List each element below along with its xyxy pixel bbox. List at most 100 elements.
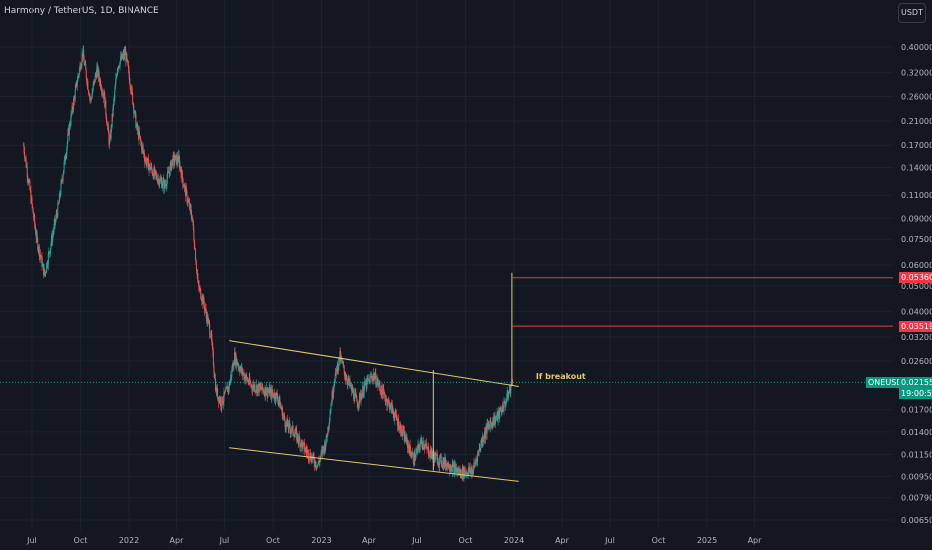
candle-body [344,376,346,378]
candle-body [292,425,294,434]
candle-body [420,438,422,441]
candle-body [229,383,231,385]
candle-body [495,418,497,424]
price-tick-label: 0.01150 [901,450,932,459]
candle-body [164,184,166,186]
candle-body [262,388,264,390]
candle-body [326,435,328,437]
candle-body [391,405,393,413]
candle-body [372,376,374,381]
candle-body [214,378,216,380]
candle-body [492,417,494,427]
candle-body [437,455,439,465]
time-tick-label: 2025 [697,536,717,545]
candle-body [25,158,27,168]
candle-body [300,443,302,447]
candle-body [462,466,464,478]
candle-body [421,440,423,444]
candle-body [312,453,314,457]
candle-body [241,368,243,375]
candle-body [126,53,128,60]
candle-body [150,168,152,170]
candle-body [24,157,26,159]
candle-body [148,166,150,171]
candle-body [114,84,116,90]
candle-body [233,364,235,367]
candle-body [315,460,317,467]
candle-body [238,366,240,370]
time-tick-label: Jul [604,536,615,545]
candle-body [53,230,55,234]
candle-body [98,77,100,83]
candle-body [384,393,386,398]
candle-body [295,429,297,431]
candle-body [459,470,461,475]
candle-body [262,389,264,393]
candle-body [264,392,266,396]
candle-body [404,434,406,441]
candle-body [351,387,353,391]
candle-body [197,278,199,283]
candle-body [337,363,339,371]
candle-body [126,59,128,61]
candle-body [266,387,268,397]
candle-body [79,64,81,69]
candle-body [385,399,387,402]
candle-body [287,426,289,430]
candle-body [141,145,143,151]
candle-body [256,384,258,394]
candle-body [82,50,84,57]
candle-body [274,393,276,400]
candle-body [494,415,496,424]
candle-body [411,453,413,457]
candle-body [105,100,107,115]
candle-body [264,386,266,396]
candle-body [209,334,211,337]
candle-body [440,455,442,465]
candle-body [193,240,195,249]
candle-body [314,462,316,466]
candle-body [223,391,225,401]
candle-body [100,87,102,90]
candle-body [305,448,307,451]
time-axis: Jul Oct 2022 Apr Jul Oct 2023 Apr Jul Oct 2024 Apr J… [26,536,762,545]
candle-body [475,460,477,462]
candle-body [23,145,25,152]
candle-body [175,154,177,165]
candle-body [476,458,478,462]
candle-body [335,368,337,375]
candle-body [493,415,495,423]
currency-button[interactable]: USDT [898,3,926,23]
candle-body [450,468,452,470]
candle-body [181,170,183,178]
candle-body [445,464,447,467]
candle-body [343,364,345,366]
candle-body [178,154,180,160]
candle-body [281,407,283,411]
candle-body [137,129,139,131]
candle-body [260,388,262,390]
candle-body [34,224,36,229]
candle-body [349,379,351,386]
candle-body [501,405,503,413]
candle-body [258,383,260,393]
candle-body [186,191,188,202]
candle-body [38,246,40,250]
candle-body [194,248,196,250]
candle-body [468,467,470,471]
candle-body [167,171,169,173]
candle-body [422,441,424,448]
candle-body [426,446,428,450]
candle-body [251,388,253,391]
candle-body [401,425,403,435]
candle-body [509,385,511,394]
candle-body [260,386,262,389]
candle-body [299,443,301,448]
candle-body [37,249,39,251]
candle-body [23,145,25,147]
candle-body [201,300,203,301]
candle-body [496,411,498,417]
candle-body [74,89,76,100]
candle-body [474,463,476,464]
